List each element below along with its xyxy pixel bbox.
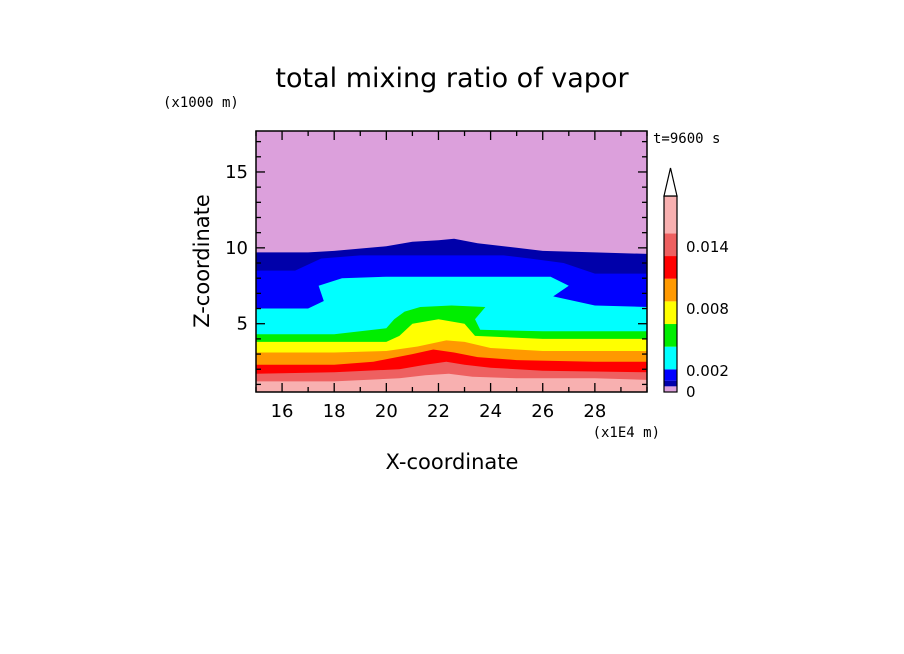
x-tick-label: 24 [479,401,502,422]
x-tick-label: 28 [583,401,606,422]
y-tick-label: 15 [225,162,248,183]
x-tick-label: 20 [375,401,398,422]
x-tick-label: 22 [427,401,450,422]
colorbar-swatch [664,301,677,325]
colorbar-swatch [664,256,677,279]
y-axis-unit: (x1000 m) [163,95,239,111]
y-axis: 5 10 15 [225,140,647,386]
x-axis-label: X-coordinate [386,450,519,474]
colorbar-swatch [664,233,677,257]
contour-fill [256,131,647,392]
colorbar-swatch [664,386,677,392]
colorbar-label: 0.014 [686,238,729,256]
x-tick-label: 26 [531,401,554,422]
x-axis-unit: (x1E4 m) [593,425,660,441]
colorbar: 0 0.002 0.008 0.014 [663,167,729,401]
x-tick-label: 16 [271,401,294,422]
colorbar-swatch [664,196,677,234]
colorbar-swatch [664,278,677,302]
colorbar-label: 0.002 [686,362,729,380]
x-axis: 16 18 20 22 24 26 28 [255,131,648,422]
chart-title: total mixing ratio of vapor [275,63,629,94]
y-tick-label: 10 [225,238,248,259]
y-axis-label: Z-coordinate [190,194,214,328]
y-tick-label: 5 [237,314,248,335]
x-tick-label: 18 [323,401,346,422]
colorbar-swatch [664,324,677,347]
colorbar-swatch [664,369,677,381]
colorbar-label: 0 [686,383,696,401]
colorbar-swatch [664,346,677,370]
plot-frame [255,130,648,393]
time-label: t=9600 s [653,131,720,147]
colorbar-label: 0.008 [686,300,729,318]
colorbar-swatch [664,380,677,387]
contour-band-9 [256,373,647,392]
colorbar-extend-arrow [663,167,678,197]
